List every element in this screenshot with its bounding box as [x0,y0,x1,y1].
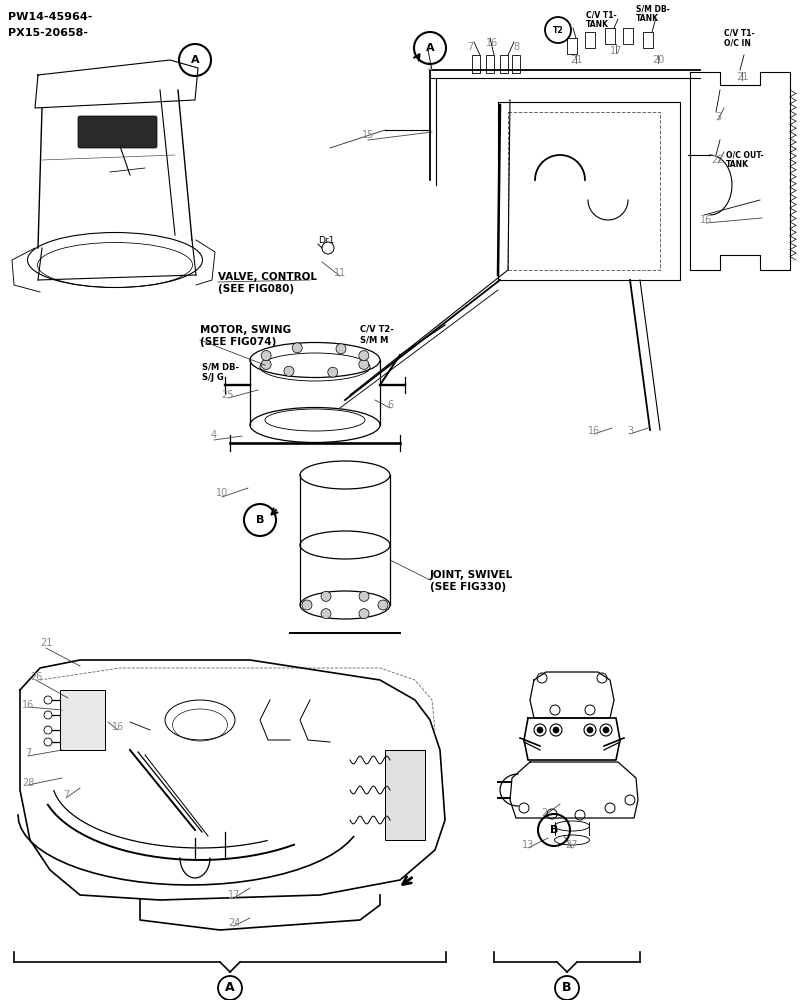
Text: 7: 7 [25,748,31,758]
Circle shape [44,726,52,734]
Bar [60,690,105,750]
Circle shape [602,727,608,733]
Text: 10: 10 [216,488,228,498]
Text: A: A [225,981,234,994]
Bar [566,38,577,54]
Text: T2: T2 [552,26,563,35]
Bar [642,32,652,48]
Circle shape [586,727,593,733]
Text: 21: 21 [40,638,52,648]
Text: 16: 16 [112,722,124,732]
Text: 25: 25 [222,390,234,400]
Text: C/V T1-
TANK: C/V T1- TANK [585,10,616,29]
Circle shape [536,727,542,733]
Circle shape [44,711,52,719]
Circle shape [359,609,369,619]
Circle shape [320,609,331,619]
Text: 17: 17 [227,890,240,900]
Circle shape [44,738,52,746]
Text: 16: 16 [699,215,711,225]
Bar [622,28,632,44]
Text: MOTOR, SWING
(SEE FIG074): MOTOR, SWING (SEE FIG074) [200,325,291,347]
Bar [485,55,493,73]
Bar [499,55,507,73]
Bar [512,55,520,73]
Text: 17: 17 [609,46,622,56]
Circle shape [283,366,294,376]
Text: B: B [255,515,264,525]
Text: 15: 15 [361,130,373,140]
Circle shape [302,600,312,610]
Text: C/V T2-
S/M M: C/V T2- S/M M [360,325,393,344]
Text: JOINT, SWIVEL
(SEE FIG330): JOINT, SWIVEL (SEE FIG330) [430,570,512,592]
Bar [385,750,425,840]
Text: 20: 20 [651,55,663,65]
Circle shape [552,727,558,733]
Text: B: B [561,981,571,994]
FancyBboxPatch shape [78,116,157,148]
Text: 21: 21 [735,72,748,82]
Circle shape [320,591,331,601]
Text: O/C OUT-
TANK: O/C OUT- TANK [725,150,763,169]
Circle shape [336,344,345,354]
Text: PW14-45964-: PW14-45964- [8,12,92,22]
Text: 27: 27 [565,840,577,850]
Text: 24: 24 [227,918,240,928]
Circle shape [328,367,337,377]
Text: 21: 21 [569,55,581,65]
Circle shape [358,351,369,361]
Text: 4: 4 [210,430,217,440]
Text: B: B [549,825,557,835]
Text: 6: 6 [386,400,393,410]
Text: 3: 3 [626,426,632,436]
Text: S/M DB-
S/J G: S/M DB- S/J G [202,363,238,382]
Text: C/V T1-
O/C IN: C/V T1- O/C IN [723,28,754,47]
Bar [471,55,479,73]
Text: 13: 13 [521,840,533,850]
Text: S/M DB-
TANK: S/M DB- TANK [635,4,669,23]
Bar [585,32,594,48]
Text: 8: 8 [512,42,519,52]
Text: 1: 1 [426,62,433,72]
Text: PX15-20658-: PX15-20658- [8,28,88,38]
Text: 16: 16 [485,38,498,48]
Text: 26: 26 [30,672,42,682]
Circle shape [358,359,369,369]
Text: 16: 16 [587,426,599,436]
Text: A: A [190,55,199,65]
Text: 2: 2 [540,808,547,818]
Text: 7: 7 [63,790,69,800]
Circle shape [261,359,271,369]
Circle shape [44,696,52,704]
Text: 7: 7 [467,42,472,52]
Text: 28: 28 [22,778,35,788]
Text: 16: 16 [22,700,34,710]
Circle shape [359,591,369,601]
Text: A: A [425,43,434,53]
Circle shape [377,600,388,610]
Circle shape [291,343,302,353]
Bar [604,28,614,44]
Circle shape [261,351,271,361]
Text: 3: 3 [714,112,720,122]
Text: 22: 22 [711,155,724,165]
Text: 11: 11 [333,268,346,278]
Text: Dr1: Dr1 [318,236,334,245]
Text: VALVE, CONTROL
(SEE FIG080): VALVE, CONTROL (SEE FIG080) [218,272,316,294]
